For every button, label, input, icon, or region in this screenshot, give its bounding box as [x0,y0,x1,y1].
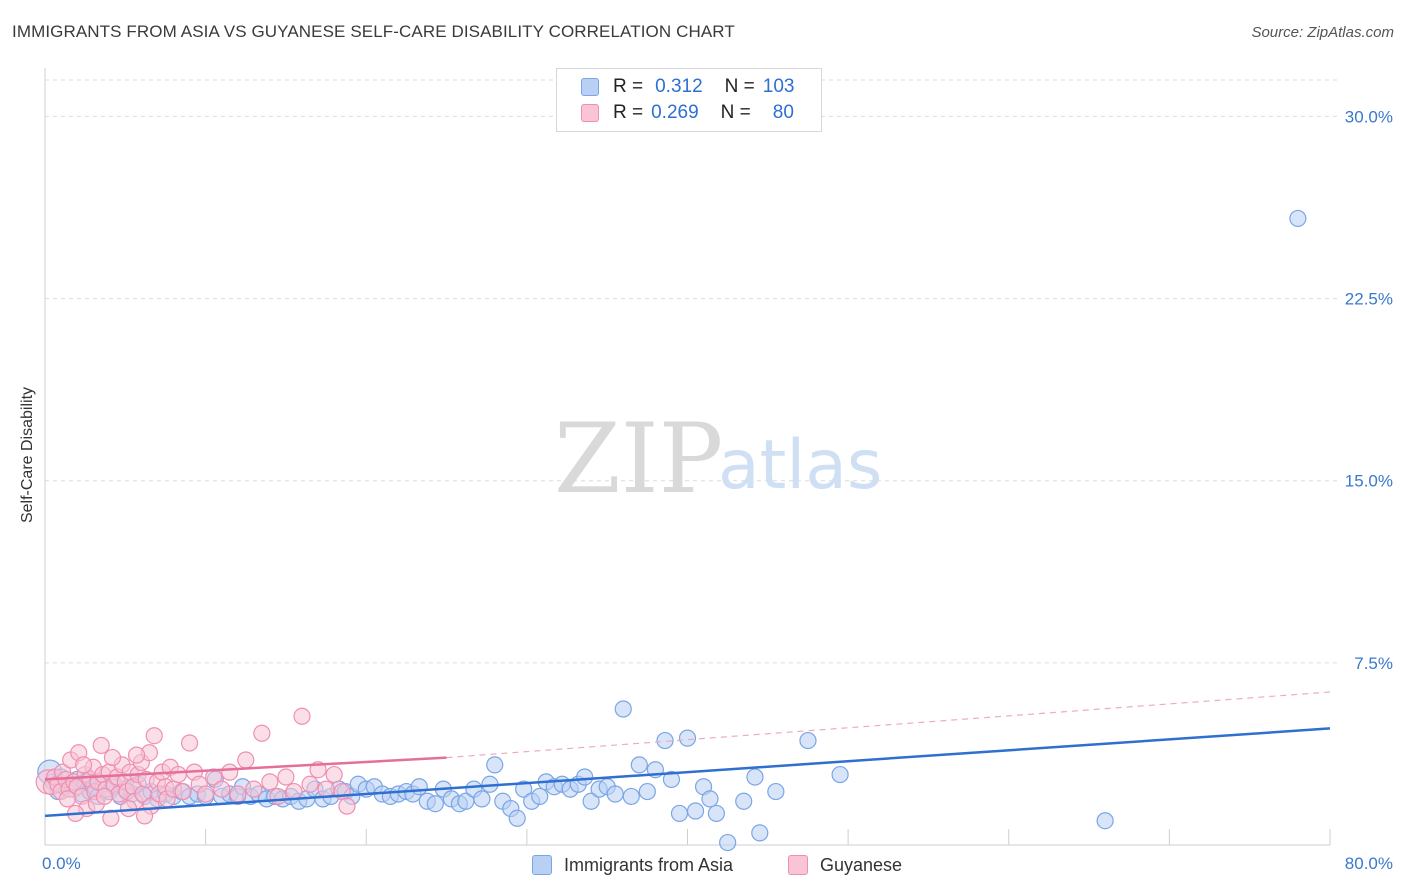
point-guyanese [245,780,263,798]
point-immigrants [767,782,785,801]
point-immigrants [508,809,526,827]
point-immigrants [746,768,764,786]
legend-n-value: 80 [772,102,794,123]
point-guyanese [180,734,199,752]
watermark-zip: ZIP [554,403,723,515]
point-immigrants [799,731,817,750]
legend-item-immigrants: Immigrants from Asia [532,852,733,878]
point-guyanese [237,751,255,769]
legend-item-guyanese: Guyanese [788,852,902,878]
point-immigrants [707,804,726,823]
point-immigrants [473,790,491,808]
chart-source: Source: ZipAtlas.com [1251,24,1394,41]
watermark: ZIP atlas [554,403,882,515]
point-immigrants [576,768,594,786]
point-immigrants [486,756,504,774]
point-guyanese [92,736,110,755]
trend-line-guyanese-extension [446,691,1331,759]
legend-n-label: N = [724,76,755,97]
legend-label-immigrants: Immigrants from Asia [564,854,734,875]
point-guyanese [325,765,343,784]
series-immigrants-points [37,209,1307,852]
point-immigrants [531,787,549,806]
point-immigrants [515,780,533,798]
legend-n-label: N = [720,102,751,123]
legend-label-guyanese: Guyanese [820,854,903,875]
legend-swatch-pink [788,855,808,875]
legend-row-guyanese: R = 0.269 N = 80 [581,101,794,125]
point-guyanese [197,785,215,803]
legend-swatch-blue [581,78,599,96]
point-immigrants [678,729,697,747]
legend-r-value: 0.269 [651,102,699,123]
point-guyanese [261,773,279,791]
point-guyanese [127,746,146,764]
point-immigrants [662,770,681,789]
point-guyanese [253,724,271,742]
point-immigrants [622,787,640,806]
series-legend: Immigrants from Asia Guyanese [0,852,1406,878]
point-guyanese [95,787,114,806]
legend-r-label: R = [613,76,644,97]
point-immigrants [1096,812,1114,830]
x-tick-label-min: 0.0% [42,854,81,873]
legend-r-label: R = [613,102,644,123]
point-guyanese [103,748,122,767]
point-immigrants [606,785,624,803]
point-guyanese [174,782,192,801]
point-guyanese [277,768,295,786]
point-immigrants [426,795,444,813]
point-guyanese [145,727,163,745]
chart-title: IMMIGRANTS FROM ASIA VS GUYANESE SELF-CA… [12,22,735,41]
point-guyanese [301,775,319,793]
trend-line-immigrants [44,727,1331,818]
point-immigrants [1289,209,1307,228]
legend-r-value: 0.312 [655,76,703,97]
axes [44,68,1331,846]
y-tick-label: 15.0% [1345,472,1393,491]
point-guyanese [229,785,247,803]
point-immigrants [410,778,428,796]
point-immigrants [686,802,705,820]
point-guyanese [293,707,311,725]
tick-labels: 7.5% 15.0% 22.5% 30.0% 0.0% 80.0% [42,107,1393,873]
y-tick-label: 30.0% [1345,107,1393,126]
point-guyanese [317,780,335,798]
x-tick-label-max: 80.0% [1345,854,1393,873]
point-immigrants [614,700,632,718]
legend-row-immigrants: R = 0.312 N = 103 [581,75,794,99]
watermark-atlas: atlas [718,426,882,505]
point-immigrants [638,782,656,801]
point-guyanese [221,763,239,781]
point-guyanese [74,756,93,774]
point-guyanese [338,797,356,815]
trend-lines [44,691,1331,818]
legend-swatch-blue [532,855,552,875]
point-immigrants [582,792,600,810]
point-guyanese [213,780,231,798]
point-immigrants [831,765,849,784]
point-immigrants [719,833,737,852]
point-immigrants [630,756,648,774]
point-guyanese [58,790,77,808]
grid-lines [45,79,1338,664]
point-immigrants [656,731,674,750]
point-immigrants [751,824,769,842]
correlation-legend: R = 0.312 N = 103 R = 0.269 N = 80 [556,68,822,132]
point-guyanese [169,765,187,784]
series-guyanese-points [35,707,356,827]
y-tick-label: 7.5% [1354,654,1393,673]
point-immigrants [701,790,719,808]
y-tick-label: 22.5% [1345,290,1393,309]
point-guyanese [269,787,287,806]
point-immigrants [735,792,753,810]
trend-line-guyanese [44,756,447,781]
point-immigrants [670,804,689,823]
legend-swatch-pink [581,104,599,122]
legend-n-value: 103 [762,76,795,97]
point-guyanese [285,782,303,801]
